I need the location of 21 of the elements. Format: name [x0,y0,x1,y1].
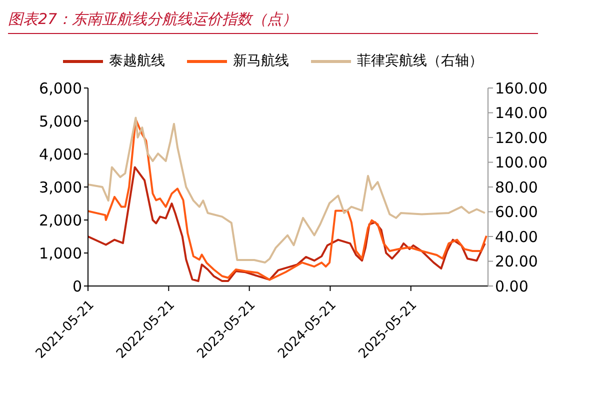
line-series [88,166,486,282]
y2-tick-label: 40.00 [495,228,538,246]
y2-tick-label: 140.00 [495,104,548,122]
legend-label: 泰越航线 [109,52,165,70]
y-tick-label: 5,000 [39,112,82,130]
y-tick-label: 1,000 [39,244,82,262]
y2-tick-label: 0.00 [495,277,528,296]
y2-tick-label: 160.00 [495,79,548,98]
y2-tick-label: 100.00 [495,154,548,172]
y-tick-label: 4,000 [39,145,82,164]
y2-tick-label: 120.00 [495,128,548,147]
legend-label: 新马航线 [233,52,289,70]
y-tick-label: 2,000 [39,211,82,230]
y-tick-label: 6,000 [39,79,82,98]
y-tick-label: 3,000 [39,178,82,196]
y2-tick-label: 80.00 [495,178,538,196]
chart-title: 图表27：东南亚航线分航线运价指数（点） [8,8,538,34]
y2-tick-label: 60.00 [495,203,538,222]
y-tick-label: 0 [72,277,82,296]
legend-label: 菲律宾航线（右轴） [357,52,483,70]
y2-tick-label: 20.00 [495,252,538,271]
